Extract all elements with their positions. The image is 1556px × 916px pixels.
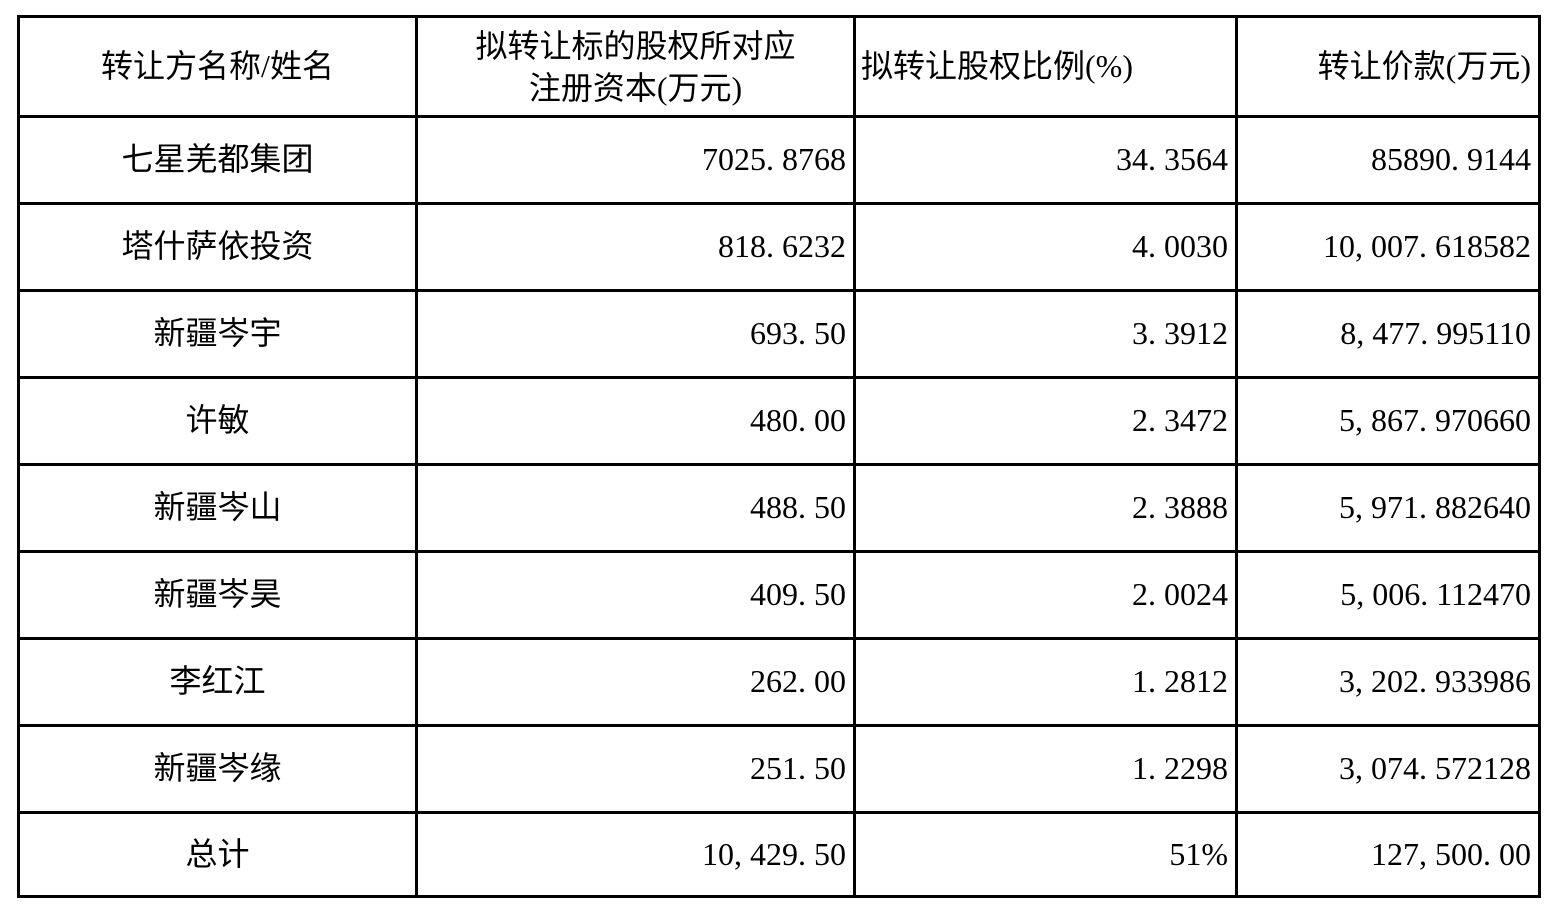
registered-capital-cell: 480. 00 [415,376,856,466]
registered-capital-cell: 262. 00 [415,637,856,727]
equity-transfer-table: 转让方名称/姓名 拟转让标的股权所对应 注册资本(万元) 拟转让股权比例(%) … [17,15,1541,898]
registered-capital-cell: 488. 50 [415,463,856,553]
equity-ratio-cell: 4. 0030 [853,202,1238,292]
registered-capital-cell: 693. 50 [415,289,856,379]
header-row: 转让方名称/姓名 拟转让标的股权所对应 注册资本(万元) 拟转让股权比例(%) … [17,15,1541,118]
col-header-transferor: 转让方名称/姓名 [17,15,418,118]
table-row: 新疆岑缘 251. 50 1. 2298 3, 074. 572128 [17,724,1541,814]
table-row: 塔什萨依投资 818. 6232 4. 0030 10, 007. 618582 [17,202,1541,292]
total-label-cell: 总计 [17,811,418,898]
transferor-name-cell: 李红江 [17,637,418,727]
col-header-registered-capital-line1: 拟转让标的股权所对应 [475,27,796,64]
col-header-transfer-price: 转让价款(万元) [1235,15,1541,118]
transferor-name-cell: 塔什萨依投资 [17,202,418,292]
equity-ratio-cell: 1. 2812 [853,637,1238,727]
transfer-price-cell: 3, 074. 572128 [1235,724,1541,814]
equity-ratio-cell: 1. 2298 [853,724,1238,814]
transferor-name-cell: 新疆岑宇 [17,289,418,379]
registered-capital-cell: 818. 6232 [415,202,856,292]
registered-capital-cell: 409. 50 [415,550,856,640]
table-row: 新疆岑山 488. 50 2. 3888 5, 971. 882640 [17,463,1541,553]
col-header-registered-capital: 拟转让标的股权所对应 注册资本(万元) [415,15,856,118]
registered-capital-cell: 251. 50 [415,724,856,814]
transfer-price-cell: 8, 477. 995110 [1235,289,1541,379]
registered-capital-total-cell: 10, 429. 50 [415,811,856,898]
transfer-price-cell: 3, 202. 933986 [1235,637,1541,727]
table-row: 七星羌都集团 7025. 8768 34. 3564 85890. 9144 [17,115,1541,205]
transferor-name-cell: 新疆岑缘 [17,724,418,814]
transferor-name-cell: 新疆岑山 [17,463,418,553]
transferor-name-cell: 许敏 [17,376,418,466]
registered-capital-cell: 7025. 8768 [415,115,856,205]
table-row: 李红江 262. 00 1. 2812 3, 202. 933986 [17,637,1541,727]
equity-ratio-cell: 3. 3912 [853,289,1238,379]
transfer-price-cell: 5, 867. 970660 [1235,376,1541,466]
total-row: 总计 10, 429. 50 51% 127, 500. 00 [17,811,1541,898]
transfer-price-cell: 10, 007. 618582 [1235,202,1541,292]
equity-ratio-total-cell: 51% [853,811,1238,898]
col-header-equity-ratio: 拟转让股权比例(%) [853,15,1238,118]
table-row: 新疆岑昊 409. 50 2. 0024 5, 006. 112470 [17,550,1541,640]
transferor-name-cell: 新疆岑昊 [17,550,418,640]
equity-ratio-cell: 2. 3888 [853,463,1238,553]
transferor-name-cell: 七星羌都集团 [17,115,418,205]
equity-ratio-cell: 2. 0024 [853,550,1238,640]
equity-ratio-cell: 34. 3564 [853,115,1238,205]
table-row: 许敏 480. 00 2. 3472 5, 867. 970660 [17,376,1541,466]
table-row: 新疆岑宇 693. 50 3. 3912 8, 477. 995110 [17,289,1541,379]
transfer-price-cell: 85890. 9144 [1235,115,1541,205]
equity-ratio-cell: 2. 3472 [853,376,1238,466]
col-header-registered-capital-line2: 注册资本(万元) [528,69,743,106]
transfer-price-cell: 5, 971. 882640 [1235,463,1541,553]
transfer-price-total-cell: 127, 500. 00 [1235,811,1541,898]
transfer-price-cell: 5, 006. 112470 [1235,550,1541,640]
